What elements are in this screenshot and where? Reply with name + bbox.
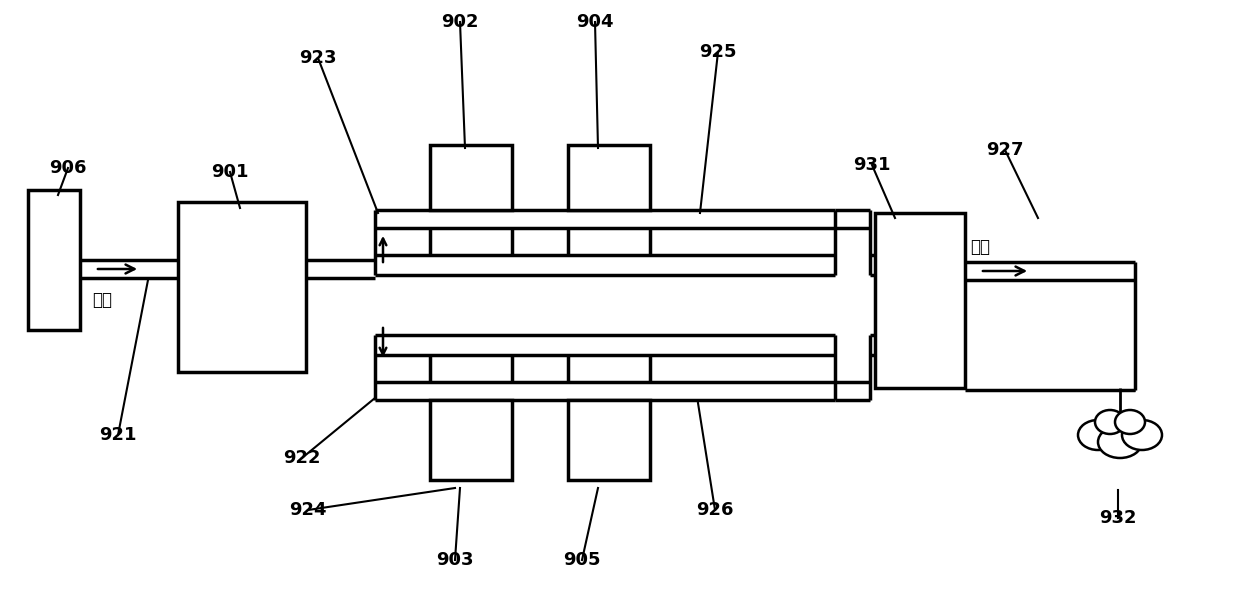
Text: 924: 924 [289,501,327,519]
Bar [29,190,81,330]
Text: 902: 902 [441,13,479,31]
Ellipse shape [1095,410,1125,434]
Bar [568,145,650,210]
Text: 921: 921 [99,426,136,444]
Text: 903: 903 [436,551,474,569]
Text: 923: 923 [299,49,337,67]
Bar [179,202,306,372]
Ellipse shape [1078,420,1118,450]
Text: 901: 901 [211,163,249,181]
Text: 904: 904 [577,13,614,31]
Bar [568,400,650,480]
Text: 926: 926 [696,501,734,519]
Text: 906: 906 [50,159,87,177]
Ellipse shape [1115,410,1145,434]
Text: 925: 925 [699,43,737,61]
Text: 905: 905 [563,551,600,569]
Text: 931: 931 [853,156,890,174]
Bar [430,400,512,480]
Bar [875,213,965,388]
Text: 927: 927 [986,141,1024,159]
Ellipse shape [1122,420,1162,450]
Bar [430,145,512,210]
Text: 冷水: 冷水 [92,291,112,309]
Ellipse shape [1097,426,1142,458]
Text: 922: 922 [283,449,321,467]
Text: 932: 932 [1099,509,1137,527]
Text: 热水: 热水 [970,238,990,256]
